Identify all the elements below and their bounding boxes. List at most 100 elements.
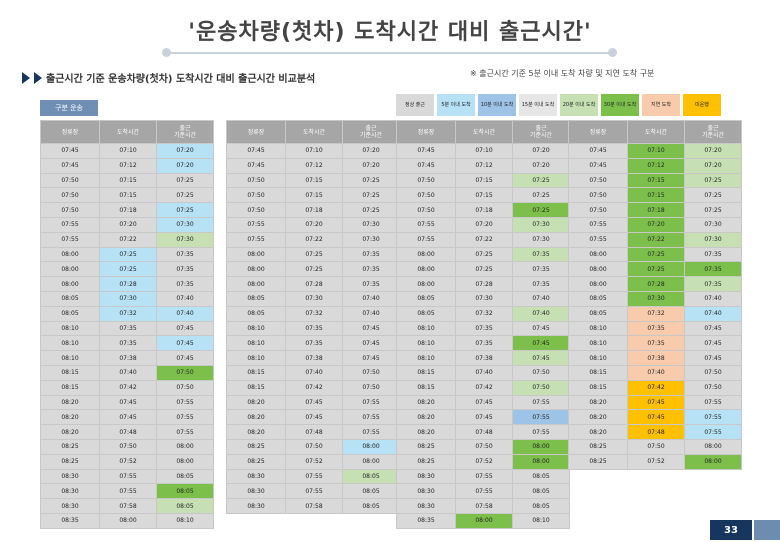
table-cell: 07:15 [627,187,685,204]
table-row: 08:30 07:58 08:05 [40,498,214,514]
table-cell: 07:55 [226,231,286,248]
table-cell: 08:05 [568,290,628,307]
table-cell: 07:45 [455,409,513,426]
table-cell: 07:40 [156,290,214,307]
table-cell: 07:45 [684,320,742,337]
table-row: 08:00 07:25 07:35 [226,261,400,278]
table-row: 08:25 07:52 08:00 [40,453,214,470]
table-cell: 07:45 [684,335,742,352]
table-cell: 07:52 [627,453,685,470]
table-row: 07:55 07:22 07:30 [396,231,570,248]
table-row: 07:55 07:20 07:30 [40,216,214,233]
table-cell: 07:55 [512,424,570,440]
table-cell: 07:35 [342,276,400,292]
table-cell: 07:15 [627,172,685,189]
table-cell: 07:35 [512,246,570,263]
table-row: 08:00 07:25 07:35 [40,261,214,278]
table-cell: 07:35 [684,261,742,278]
table-cell: 08:05 [512,483,570,500]
table-cell: 07:40 [342,305,400,322]
table-cell: 08:20 [396,394,456,411]
table-cell: 08:00 [455,512,513,529]
table-row: 07:55 07:22 07:30 [226,231,400,248]
table-cell: 08:05 [226,305,286,322]
legend-swatch: 미운행 [683,94,721,116]
table-row: 07:55 07:20 07:30 [396,216,570,233]
table-cell: 07:55 [99,483,157,500]
table-cell: 07:25 [684,187,742,204]
table-cell: 08:25 [568,453,628,470]
table-cell: 07:35 [627,335,685,352]
table-cell: 07:55 [40,216,100,233]
column-header: 정류장 [40,120,100,144]
table-row: 08:05 07:32 07:40 [226,305,400,322]
table-row: 08:20 07:48 07:55 [396,424,570,440]
table-cell: 08:00 [684,438,742,455]
table-cell: 07:40 [684,305,742,322]
table-cell: 08:10 [226,335,286,352]
table-row: 08:15 07:40 07:50 [396,364,570,381]
table-cell: 07:30 [455,290,513,307]
table-row: 08:00 07:28 07:35 [40,276,214,292]
table-cell: 08:05 [512,498,570,514]
table-row: 08:05 07:30 07:40 [226,290,400,307]
table-cell: 08:10 [40,320,100,337]
table-row: 08:30 07:55 08:05 [40,483,214,500]
table-cell: 07:25 [684,202,742,218]
table-cell: 07:25 [156,202,214,218]
table-cell: 07:55 [455,468,513,485]
table-cell: 08:30 [226,468,286,485]
legend-swatch: 10분 이내 도착 [478,94,516,116]
table-cell: 08:25 [568,438,628,455]
table-row: 08:20 07:48 07:55 [226,424,400,440]
table-row: 07:50 07:18 07:25 [568,202,742,218]
table-row: 08:00 07:28 07:35 [396,276,570,292]
table-cell: 08:05 [156,468,214,485]
column-header: 출근 기준시간 [684,120,742,144]
table-row: 08:00 07:25 07:35 [568,261,742,278]
table-cell: 07:15 [99,187,157,204]
table-cell: 07:40 [627,364,685,381]
legend-swatch: 지연 도착 [642,94,680,116]
table-cell: 07:55 [226,216,286,233]
table-cell: 07:20 [99,216,157,233]
table-cell: 07:22 [99,231,157,248]
table-cell: 08:05 [40,305,100,322]
table-row: 07:45 07:12 07:20 [568,157,742,174]
table-cell: 08:30 [40,468,100,485]
table-cell: 08:05 [156,483,214,500]
table-cell: 07:50 [40,202,100,218]
table-cell: 07:45 [455,394,513,411]
table-cell: 07:45 [512,320,570,337]
table-cell: 07:45 [396,157,456,174]
table-row: 08:20 07:45 07:55 [396,409,570,426]
table-row: 08:25 07:50 08:00 [396,438,570,455]
table-row: 07:55 07:22 07:30 [40,231,214,248]
legend-swatch: 정상 출근 [396,94,434,116]
table-cell: 07:25 [512,172,570,189]
table-cell: 07:28 [99,276,157,292]
table-cell: 08:00 [512,453,570,470]
table-cell: 07:50 [568,172,628,189]
table-cell: 07:48 [455,424,513,440]
table-cell: 07:15 [99,172,157,189]
table-cell: 07:15 [285,172,343,189]
table-cell: 08:10 [568,320,628,337]
table-cell: 08:25 [396,438,456,455]
table-cell: 07:58 [285,498,343,514]
table-cell: 07:52 [455,453,513,470]
table-cell: 07:50 [568,187,628,204]
table-cell: 07:45 [156,335,214,352]
table-row: 07:45 07:10 07:20 [568,143,742,159]
table-cell: 07:25 [342,202,400,218]
table-cell: 07:30 [512,231,570,248]
color-legend: 정상 출근 5분 이내 도착 10분 이내 도착 15분 이내 도착 20분 이내 도착… [396,94,721,116]
table-cell: 07:25 [627,246,685,263]
table-cell: 08:00 [342,453,400,470]
table-cell: 07:55 [99,468,157,485]
table-cell: 08:30 [40,498,100,514]
table-cell: 07:42 [627,379,685,396]
table-cell: 07:35 [684,276,742,292]
column-header: 정류장 [568,120,628,144]
subtitle-text: 출근시간 기준 운송차량(첫차) 도착시간 대비 출근시간 비교분석 [46,74,316,85]
